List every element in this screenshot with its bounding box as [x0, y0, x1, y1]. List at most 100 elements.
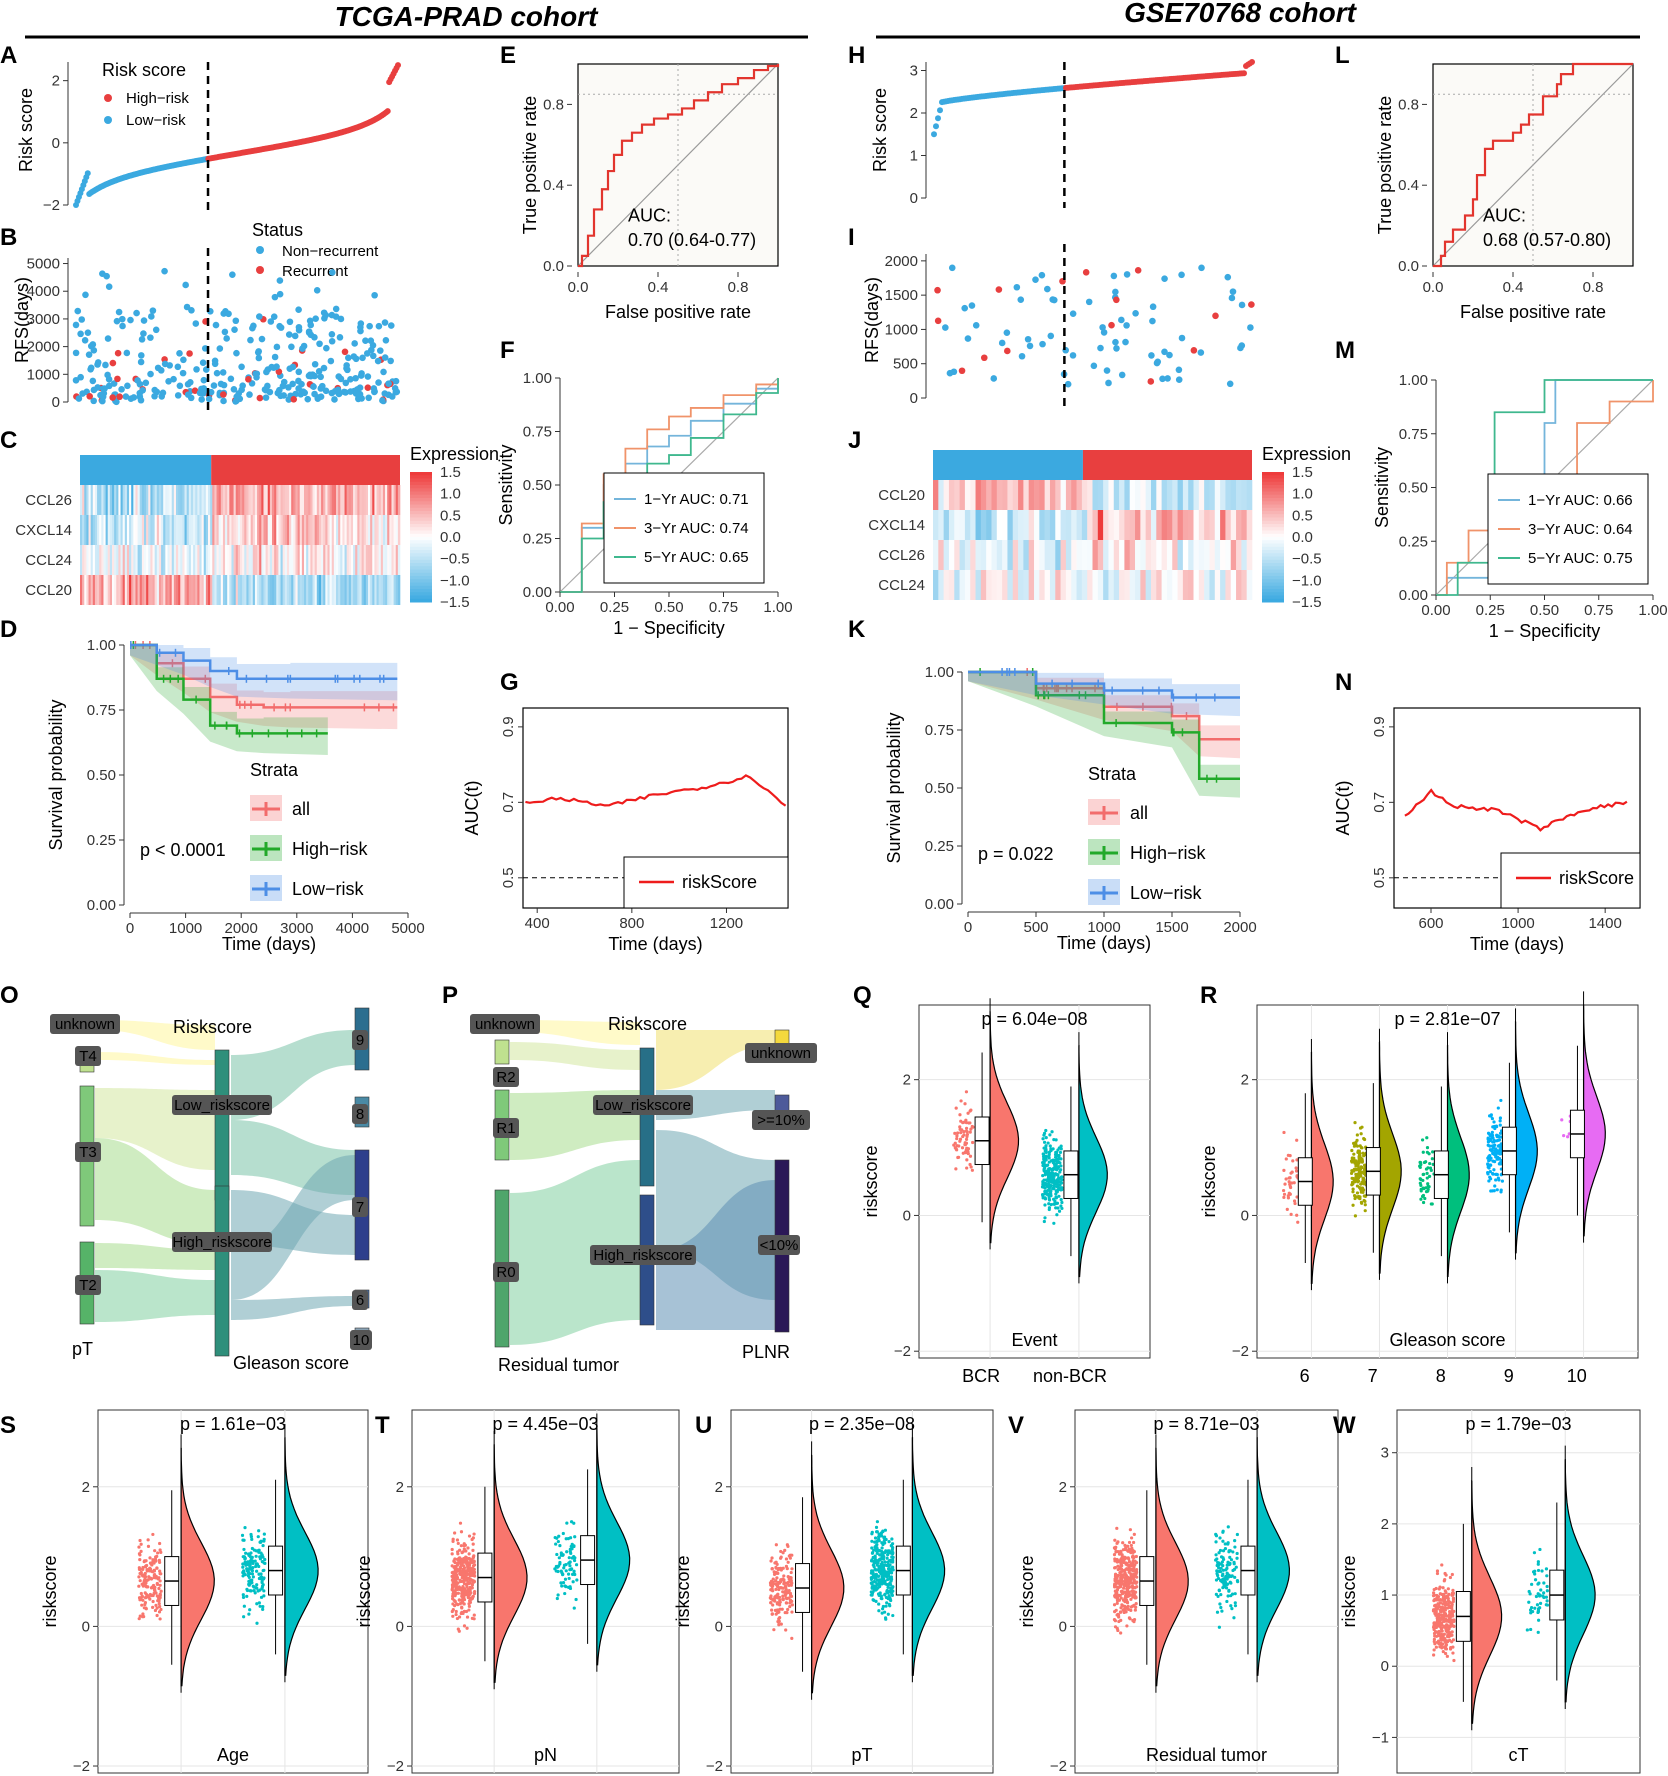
- rfs-point: [73, 322, 80, 329]
- jitter-point: [1296, 1221, 1299, 1224]
- heat-cell: [1093, 510, 1099, 540]
- risk-ytick: 1: [910, 148, 918, 165]
- heat-cell: [278, 575, 280, 605]
- jitter-point: [1560, 1118, 1563, 1121]
- heat-cell: [180, 575, 182, 605]
- jitter-point: [1132, 1620, 1135, 1623]
- troc-legend-label: 1−Yr AUC: 0.71: [644, 491, 749, 508]
- jitter-point: [782, 1587, 785, 1590]
- heat-cell: [1172, 510, 1178, 540]
- jitter-point: [1053, 1160, 1056, 1163]
- heat-cell: [112, 575, 114, 605]
- legend-gradient: [1262, 560, 1284, 564]
- rfs-point: [295, 369, 302, 376]
- jitter-point: [890, 1544, 893, 1547]
- heat-cell: [325, 575, 327, 605]
- rfs-point: [1032, 276, 1039, 283]
- jitter-point: [883, 1539, 886, 1542]
- jitter-point: [965, 1121, 968, 1124]
- jitter-point: [769, 1583, 772, 1586]
- jitter-point: [1229, 1581, 1232, 1584]
- panel-label-T: T: [375, 1412, 390, 1439]
- legend-gradient: [1262, 547, 1284, 551]
- rfs-point: [218, 381, 225, 388]
- heat-cell: [1194, 510, 1200, 540]
- jitter-point: [1052, 1138, 1055, 1141]
- heat-cell: [240, 515, 242, 545]
- heat-cell: [261, 575, 263, 605]
- heat-cell: [991, 570, 997, 600]
- heat-cell: [251, 545, 253, 575]
- heat-cell: [377, 515, 379, 545]
- heat-cell: [385, 515, 387, 545]
- rfs-point: [317, 374, 324, 381]
- heat-cell: [191, 515, 193, 545]
- heat-cell: [80, 575, 82, 605]
- heat-cell: [391, 485, 393, 515]
- heat-cell: [362, 545, 364, 575]
- heat-cell: [394, 545, 396, 575]
- heat-cell: [1199, 480, 1205, 510]
- jitter-point: [260, 1596, 263, 1599]
- node-label: R0: [496, 1264, 515, 1281]
- heat-cell: [1215, 480, 1221, 510]
- jitter-point: [886, 1557, 889, 1560]
- heat-cell: [259, 575, 261, 605]
- jitter-point: [1493, 1184, 1496, 1187]
- heat-cell: [381, 515, 383, 545]
- jitter-point: [137, 1585, 140, 1588]
- heat-cell: [1236, 480, 1242, 510]
- heat-cell: [129, 485, 131, 515]
- rfs-point: [138, 352, 145, 359]
- heat-cell: [306, 515, 308, 545]
- rfs-point: [365, 384, 372, 391]
- undefined-ytick: −2: [894, 1343, 911, 1360]
- jitter-point: [137, 1545, 140, 1548]
- heat-cell: [1167, 510, 1173, 540]
- rfs-point: [1065, 381, 1072, 388]
- jitter-point: [149, 1569, 152, 1572]
- jitter-point: [558, 1544, 561, 1547]
- node-label: unknown: [751, 1045, 811, 1062]
- heat-cell: [295, 545, 297, 575]
- jitter-point: [1452, 1659, 1455, 1662]
- jitter-point: [1215, 1593, 1218, 1596]
- jitter-point: [1358, 1171, 1361, 1174]
- heat-cell: [1188, 570, 1194, 600]
- undefined-ytick: 1.00: [87, 637, 116, 654]
- heat-cell: [148, 575, 150, 605]
- jitter-point: [969, 1131, 972, 1134]
- heat-cell: [396, 575, 398, 605]
- heat-cell: [231, 485, 233, 515]
- rain-pvalue: p = 2.81e−07: [1394, 1009, 1500, 1029]
- heat-cell: [938, 540, 944, 570]
- heat-cell: [313, 575, 315, 605]
- jitter-point: [874, 1568, 877, 1571]
- heat-cell: [1183, 480, 1189, 510]
- jitter-point: [153, 1549, 156, 1552]
- heat-cell: [114, 485, 116, 515]
- heat-cell: [323, 575, 325, 605]
- heat-cell: [366, 575, 368, 605]
- jitter-point: [157, 1587, 160, 1590]
- jitter-point: [1225, 1567, 1228, 1570]
- heat-cell: [103, 485, 105, 515]
- legend-gradient: [1262, 498, 1284, 502]
- undefined-ytick: 0.4: [1398, 177, 1419, 194]
- heat-cell: [127, 545, 129, 575]
- heat-cell: [204, 485, 206, 515]
- legend-gradient: [1262, 534, 1284, 538]
- heat-cell: [949, 480, 955, 510]
- heat-cell: [293, 485, 295, 515]
- jitter-point: [1234, 1592, 1237, 1595]
- jitter-point: [791, 1603, 794, 1606]
- jitter-point: [242, 1539, 245, 1542]
- jitter-point: [1350, 1169, 1353, 1172]
- heat-cell: [163, 515, 165, 545]
- legend-tick: 1.0: [440, 486, 461, 503]
- jitter-point: [149, 1593, 152, 1596]
- jitter-point: [472, 1532, 475, 1535]
- rfs-point: [88, 365, 95, 372]
- heat-cell: [1013, 480, 1019, 510]
- jitter-point: [1358, 1157, 1361, 1160]
